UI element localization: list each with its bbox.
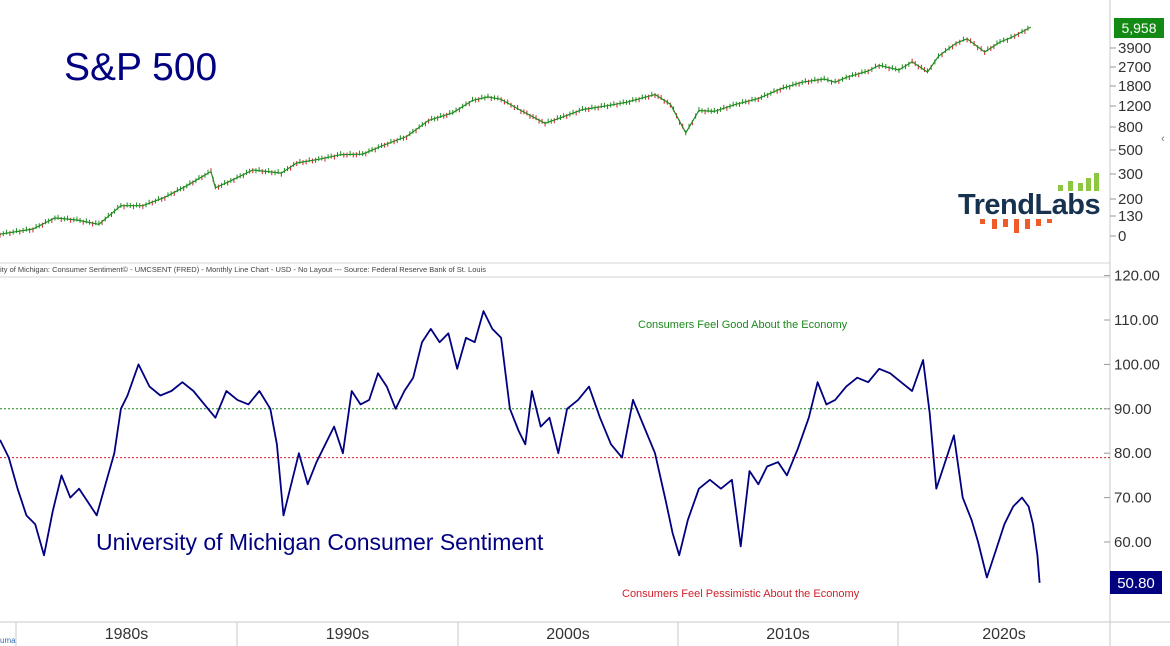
logo-bars-up-icon: [1058, 173, 1099, 191]
last-price-marker: 5,958: [1114, 18, 1164, 38]
decade-label: 1990s: [326, 626, 370, 643]
sp500-title: S&P 500: [64, 46, 217, 89]
last-sentiment-marker: 50.80: [1110, 571, 1162, 594]
decade-label: 2010s: [766, 626, 810, 643]
sentiment-y-tick-label: 90.00: [1114, 401, 1152, 418]
sp500-y-tick-label: 2700: [1118, 59, 1151, 76]
good-label: Consumers Feel Good About the Economy: [638, 319, 848, 331]
sp500-y-tick-label: 1800: [1118, 78, 1151, 95]
sentiment-y-axis: 60.00 70.00 80.00 90.00 100.00 110.00 120.00: [1104, 268, 1160, 551]
series-caption: ity of Michigan: Consumer Sentiment© - U…: [0, 265, 486, 274]
sentiment-y-tick-label: 110.00: [1114, 312, 1159, 329]
sp500-y-tick-label: 3900: [1118, 40, 1151, 57]
sp500-y-tick-label: 130: [1118, 208, 1143, 225]
decade-label: 2020s: [982, 626, 1026, 643]
sp500-y-tick-label: 0: [1118, 228, 1126, 245]
sp500-y-tick-label: 200: [1118, 191, 1143, 208]
trendlabs-logo: TrendLabs: [958, 173, 1101, 233]
decade-label: 1980s: [105, 626, 149, 643]
sp500-y-tick-label: 500: [1118, 142, 1143, 159]
sentiment-y-tick-label: 60.00: [1114, 534, 1152, 551]
last-price-label: 5,958: [1121, 20, 1156, 36]
watermark: uma: [0, 636, 16, 645]
collapse-handle-icon[interactable]: ‹: [1161, 133, 1165, 145]
sp500-y-tick-label: 1200: [1118, 98, 1151, 115]
decade-label: 2000s: [546, 626, 590, 643]
sentiment-line: [0, 310, 1041, 583]
sentiment-y-tick-label: 100.00: [1114, 356, 1160, 373]
sp500-y-tick-label: 300: [1118, 166, 1143, 183]
sentiment-y-tick-label: 80.00: [1114, 445, 1152, 462]
last-sentiment-label: 50.80: [1117, 575, 1155, 592]
sentiment-y-tick-label: 120.00: [1114, 268, 1160, 285]
sentiment-y-tick-label: 70.00: [1114, 490, 1152, 507]
sentiment-title: University of Michigan Consumer Sentimen…: [96, 529, 544, 555]
decade-axis: 1980s 1990s 2000s 2010s 2020s: [15, 622, 1111, 646]
brand-name: TrendLabs: [958, 189, 1100, 221]
sp500-y-tick-label: 800: [1118, 119, 1143, 136]
pessimistic-label: Consumers Feel Pessimistic About the Eco…: [622, 588, 860, 600]
sp500-price-line: [0, 26, 1032, 235]
logo-bars-down-icon: [980, 219, 1052, 233]
panel-frames: [0, 0, 1170, 623]
